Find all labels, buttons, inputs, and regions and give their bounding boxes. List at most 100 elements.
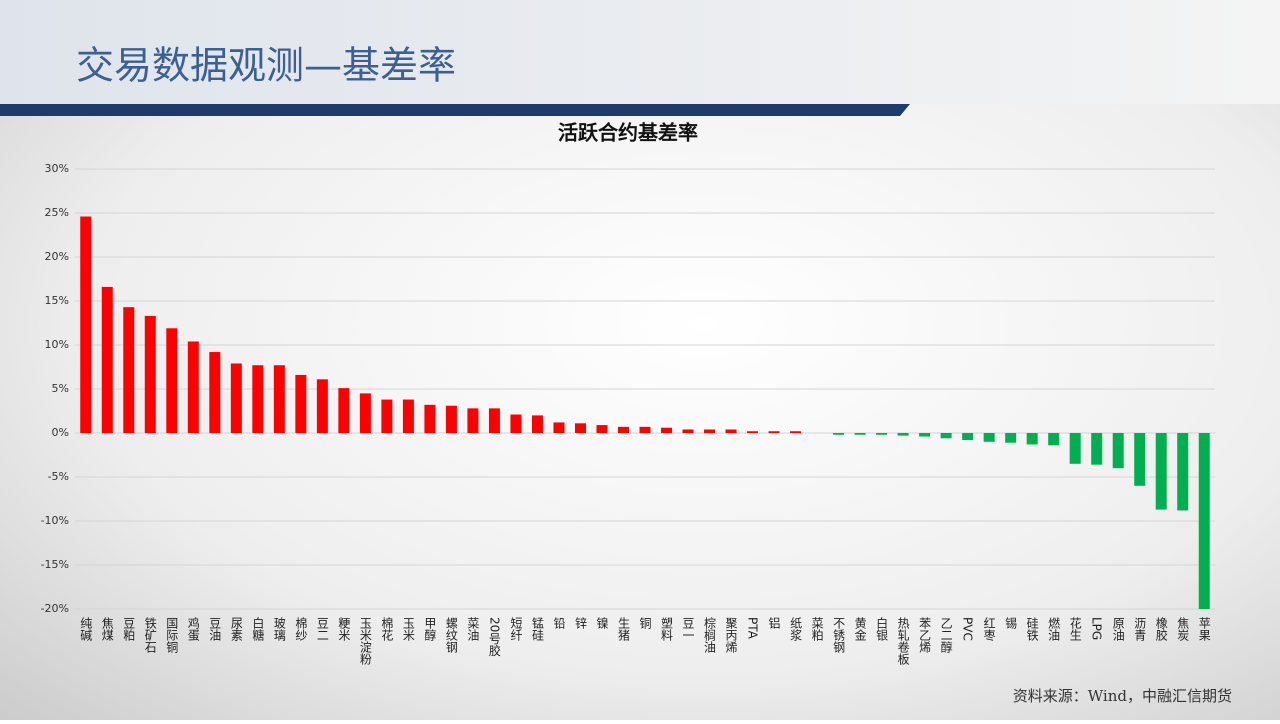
x-tick-label: 棉纱: [294, 617, 308, 641]
x-tick-label: 锌: [573, 617, 587, 629]
bar: [747, 431, 759, 433]
x-tick-label: 棉花: [380, 617, 394, 642]
bar: [1048, 433, 1060, 446]
bar: [553, 422, 565, 433]
y-tick-label: -15%: [41, 558, 69, 571]
bar: [1005, 433, 1017, 443]
x-tick-label: 铝: [767, 616, 781, 629]
bar: [1198, 433, 1210, 609]
bar: [424, 404, 436, 433]
source-note: 资料来源：Wind，中融汇信期货: [1013, 687, 1232, 705]
bar: [445, 405, 457, 433]
bar: [187, 341, 199, 433]
bar: [101, 286, 113, 433]
x-tick-label: 纸浆: [789, 617, 803, 641]
x-tick-label: 锡: [1004, 616, 1018, 630]
bar: [381, 399, 393, 433]
x-tick-label: 铜: [638, 616, 652, 629]
bar: [617, 426, 629, 433]
x-tick-label: 鸡蛋: [186, 616, 200, 642]
bar: [230, 363, 242, 433]
y-tick-label: 0%: [52, 426, 69, 439]
bar: [531, 415, 543, 433]
bar: [725, 429, 737, 433]
bar: [1177, 433, 1189, 511]
bar: [80, 216, 92, 433]
x-tick-label: 焦煤: [100, 617, 114, 641]
bar: [574, 423, 586, 433]
y-tick-label: -5%: [48, 470, 69, 483]
x-tick-label: 热轧卷板: [896, 617, 910, 666]
bar: [897, 433, 909, 436]
y-tick-label: 5%: [52, 382, 69, 395]
bar: [316, 379, 328, 433]
x-tick-label: 菜粕: [810, 617, 824, 641]
x-tick-label: 不锈钢: [832, 617, 846, 653]
x-tick-label: 白银: [875, 616, 889, 641]
x-tick-label: 20号胶: [487, 617, 501, 657]
x-tick-label: 铅: [552, 617, 566, 629]
x-tick-label: 国际铜: [165, 617, 179, 653]
bar: [661, 427, 673, 433]
header-band: [0, 0, 1280, 104]
x-tick-label: PTA: [746, 617, 760, 640]
x-tick-label: 短纤: [509, 617, 523, 641]
bar: [919, 433, 931, 437]
x-tick-label: 橡胶: [1154, 617, 1168, 642]
x-tick-label: 豆一: [681, 617, 695, 641]
x-tick-label: 豆油: [208, 617, 222, 641]
bar: [402, 399, 414, 433]
x-tick-label: 豆二: [315, 617, 329, 641]
chart-title: 活跃合约基差率: [558, 121, 698, 145]
bar: [1155, 433, 1167, 510]
x-tick-label: 聚丙烯: [724, 617, 738, 653]
bar: [833, 433, 845, 435]
x-tick-label: 螺纹钢: [444, 617, 458, 653]
bar: [790, 431, 802, 433]
header-rule: [0, 104, 910, 116]
x-tick-label: 尿素: [229, 617, 243, 641]
bar: [962, 433, 974, 441]
bar: [1134, 433, 1146, 486]
bar: [940, 433, 952, 439]
bar: [295, 374, 307, 433]
y-tick-label: 25%: [45, 206, 69, 219]
x-tick-label: 苹果: [1197, 617, 1211, 641]
bar: [144, 315, 156, 433]
bar: [1069, 433, 1081, 464]
bar: [983, 433, 995, 442]
x-tick-label: 纯碱: [79, 617, 93, 642]
bar: [1091, 433, 1103, 465]
bar: [854, 433, 866, 435]
x-tick-label: 生猪: [616, 617, 630, 642]
bar: [209, 352, 221, 433]
y-tick-label: 15%: [45, 294, 69, 307]
x-tick-label: 塑料: [660, 616, 674, 641]
bar: [596, 425, 608, 433]
bar: [768, 431, 780, 433]
x-tick-label: 花生: [1068, 616, 1082, 641]
x-tick-label: 苯乙烯: [918, 617, 932, 653]
x-tick-label: LPG: [1090, 617, 1104, 640]
x-tick-label: 黄金: [853, 617, 867, 641]
x-tick-label: 燃油: [1047, 616, 1061, 641]
y-tick-label: 20%: [45, 250, 69, 263]
y-tick-label: -10%: [41, 514, 69, 527]
slide-title: 交易数据观测—基差率: [76, 44, 456, 88]
bar: [488, 408, 500, 433]
bar: [338, 388, 350, 433]
y-tick-label: -20%: [41, 602, 69, 615]
x-tick-label: 锰硅: [530, 616, 544, 641]
bar: [876, 433, 888, 435]
bar: [166, 328, 178, 433]
x-tick-label: 铁矿石: [143, 617, 157, 653]
x-tick-label: 白糖: [251, 616, 265, 642]
y-tick-label: 10%: [45, 338, 69, 351]
x-tick-label: 沥青: [1133, 617, 1147, 642]
x-tick-label: 镍: [595, 617, 609, 629]
bar: [359, 393, 371, 433]
y-tick-label: 30%: [45, 162, 69, 175]
bar: [123, 307, 135, 433]
